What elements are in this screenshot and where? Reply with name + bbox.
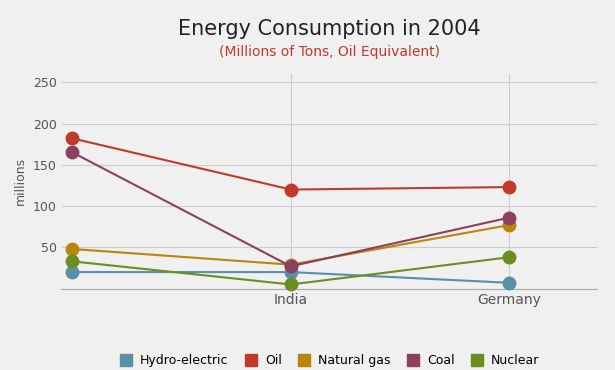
Y-axis label: millions: millions <box>14 157 27 205</box>
Text: (Millions of Tons, Oil Equivalent): (Millions of Tons, Oil Equivalent) <box>218 45 440 59</box>
Title: Energy Consumption in 2004: Energy Consumption in 2004 <box>178 19 480 39</box>
Legend: Hydro-electric, Oil, Natural gas, Coal, Nuclear: Hydro-electric, Oil, Natural gas, Coal, … <box>114 350 544 370</box>
